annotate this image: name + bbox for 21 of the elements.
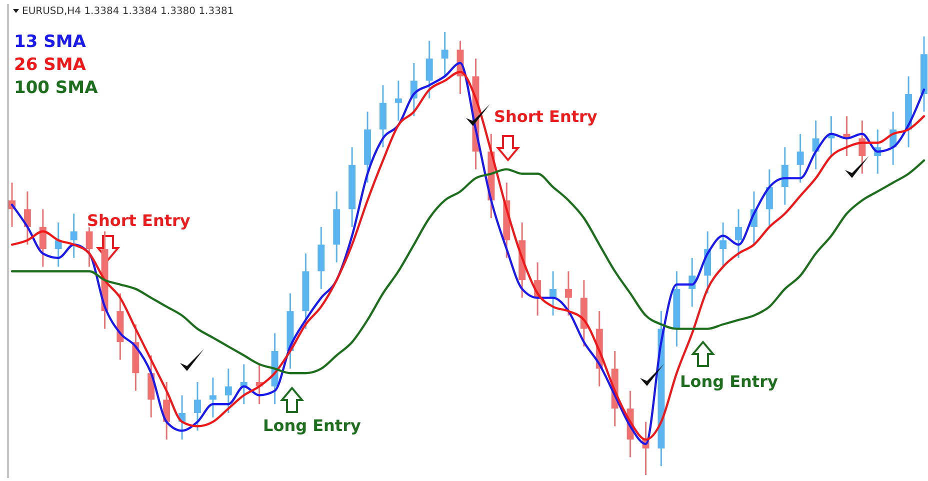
candlestick bbox=[209, 376, 216, 418]
annotation: Short Entry bbox=[494, 107, 598, 126]
candlestick bbox=[796, 133, 804, 184]
candlestick bbox=[720, 222, 727, 268]
text: 100 SMA bbox=[14, 78, 99, 98]
candlestick bbox=[735, 208, 742, 259]
candlestick bbox=[766, 168, 773, 228]
chart-title: EURUSD,H4 1.3384 1.3384 1.3380 1.3381 bbox=[22, 6, 234, 17]
candlestick bbox=[426, 40, 433, 100]
candlestick bbox=[70, 212, 78, 259]
text: 13 SMA bbox=[14, 32, 87, 52]
annotation: Long Entry bbox=[263, 416, 362, 435]
candlestick bbox=[394, 80, 402, 122]
candlestick bbox=[564, 270, 572, 316]
annotation: Long Entry bbox=[680, 372, 778, 391]
text: 26 SMA bbox=[14, 55, 87, 75]
candlestick bbox=[24, 190, 31, 246]
candlestick bbox=[163, 381, 170, 440]
candlestick bbox=[194, 381, 201, 432]
candlestick bbox=[441, 31, 448, 78]
candlestick bbox=[224, 368, 232, 414]
